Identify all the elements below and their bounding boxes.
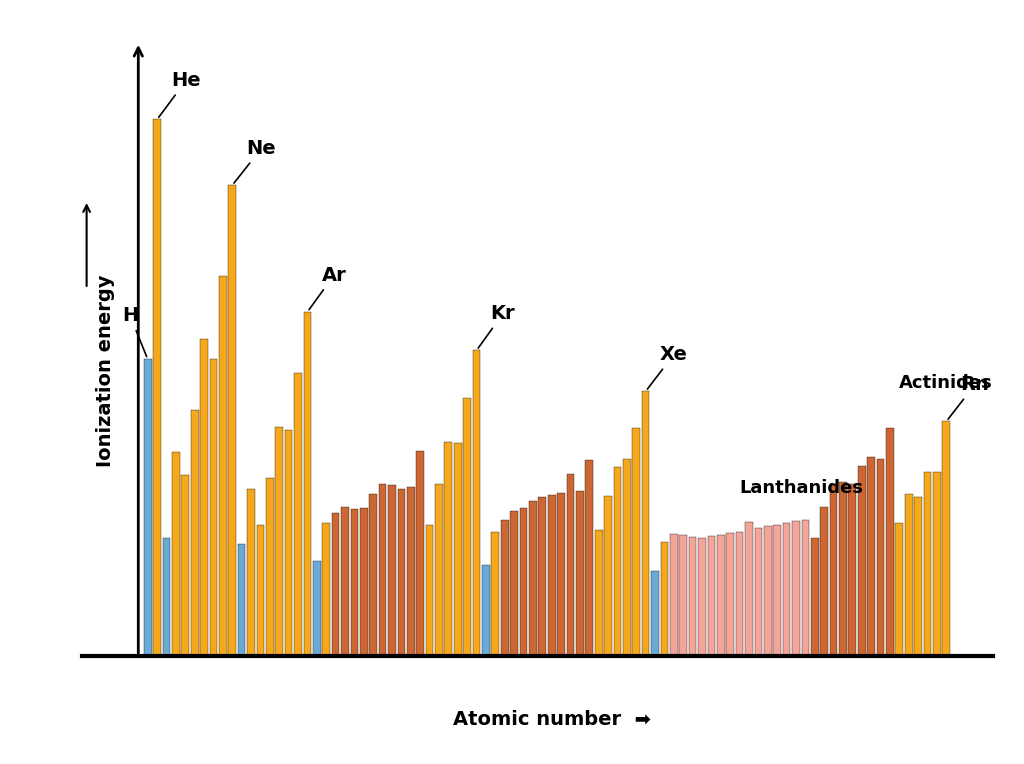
Bar xyxy=(613,468,622,656)
Bar xyxy=(820,507,828,656)
Bar xyxy=(510,511,518,656)
Bar xyxy=(172,452,180,656)
Bar xyxy=(764,526,772,656)
Text: Ne: Ne xyxy=(233,139,275,183)
Bar xyxy=(529,501,537,656)
Bar xyxy=(651,571,658,656)
Bar xyxy=(417,451,424,656)
Bar xyxy=(623,459,631,656)
Text: H: H xyxy=(122,306,146,357)
Bar xyxy=(829,484,838,656)
Bar xyxy=(143,359,152,656)
Bar xyxy=(323,523,330,656)
Bar xyxy=(577,490,584,656)
Bar xyxy=(228,186,237,656)
Bar xyxy=(181,475,189,656)
Bar xyxy=(858,466,865,656)
Bar xyxy=(924,472,932,656)
Bar xyxy=(219,276,226,656)
Bar xyxy=(849,484,856,656)
Text: Ionization energy: Ionization energy xyxy=(96,275,115,468)
Bar xyxy=(190,410,199,656)
Bar xyxy=(359,508,368,656)
Bar xyxy=(266,478,273,656)
Bar xyxy=(370,494,377,656)
Bar xyxy=(726,533,734,656)
Bar xyxy=(407,487,415,656)
Bar xyxy=(492,532,499,656)
Bar xyxy=(586,460,593,656)
Text: Xe: Xe xyxy=(647,345,688,389)
Bar xyxy=(886,428,894,656)
Bar xyxy=(557,493,565,656)
Bar xyxy=(341,507,349,656)
Bar xyxy=(933,472,941,656)
Bar xyxy=(163,539,170,656)
Text: Rn: Rn xyxy=(948,375,989,419)
Bar xyxy=(426,525,433,656)
Bar xyxy=(773,525,781,656)
Bar xyxy=(793,521,800,656)
Bar xyxy=(294,373,302,656)
Bar xyxy=(745,522,753,656)
Bar xyxy=(444,442,453,656)
Bar xyxy=(463,398,471,656)
Bar xyxy=(275,427,283,656)
Bar xyxy=(201,339,208,656)
Bar xyxy=(210,359,217,656)
Bar xyxy=(350,509,358,656)
Bar xyxy=(482,565,489,656)
Bar xyxy=(332,513,339,656)
Bar xyxy=(839,482,847,656)
Bar xyxy=(755,528,762,656)
Bar xyxy=(670,534,678,656)
Bar xyxy=(388,484,396,656)
Bar xyxy=(633,428,640,656)
Text: Atomic number  ➡: Atomic number ➡ xyxy=(453,710,650,729)
Text: Actinides: Actinides xyxy=(899,374,993,392)
Bar xyxy=(285,430,293,656)
Bar xyxy=(473,351,480,656)
Bar xyxy=(566,474,574,656)
Bar xyxy=(238,544,246,656)
Bar xyxy=(698,538,706,656)
Bar xyxy=(604,496,612,656)
Bar xyxy=(435,484,442,656)
Bar xyxy=(942,422,950,656)
Bar xyxy=(313,562,321,656)
Bar xyxy=(802,520,809,656)
Bar xyxy=(154,119,161,656)
Bar xyxy=(454,443,462,656)
Bar xyxy=(782,523,791,656)
Bar xyxy=(877,459,885,656)
Text: Lanthanides: Lanthanides xyxy=(739,479,863,497)
Text: Ar: Ar xyxy=(309,266,346,309)
Bar xyxy=(595,529,602,656)
Bar xyxy=(689,537,696,656)
Bar xyxy=(914,497,922,656)
Bar xyxy=(867,457,874,656)
Bar xyxy=(708,536,716,656)
Bar xyxy=(519,509,527,656)
Text: He: He xyxy=(159,71,201,117)
Bar xyxy=(679,535,687,656)
Text: Kr: Kr xyxy=(478,304,515,348)
Bar xyxy=(397,489,406,656)
Bar xyxy=(247,489,255,656)
Bar xyxy=(811,538,818,656)
Bar xyxy=(642,391,649,656)
Bar xyxy=(895,523,903,656)
Bar xyxy=(736,533,743,656)
Bar xyxy=(539,497,546,656)
Bar xyxy=(379,484,386,656)
Bar xyxy=(501,520,509,656)
Bar xyxy=(717,535,725,656)
Bar xyxy=(303,312,311,656)
Bar xyxy=(548,495,556,656)
Bar xyxy=(660,542,669,656)
Bar xyxy=(905,494,912,656)
Bar xyxy=(257,526,264,656)
